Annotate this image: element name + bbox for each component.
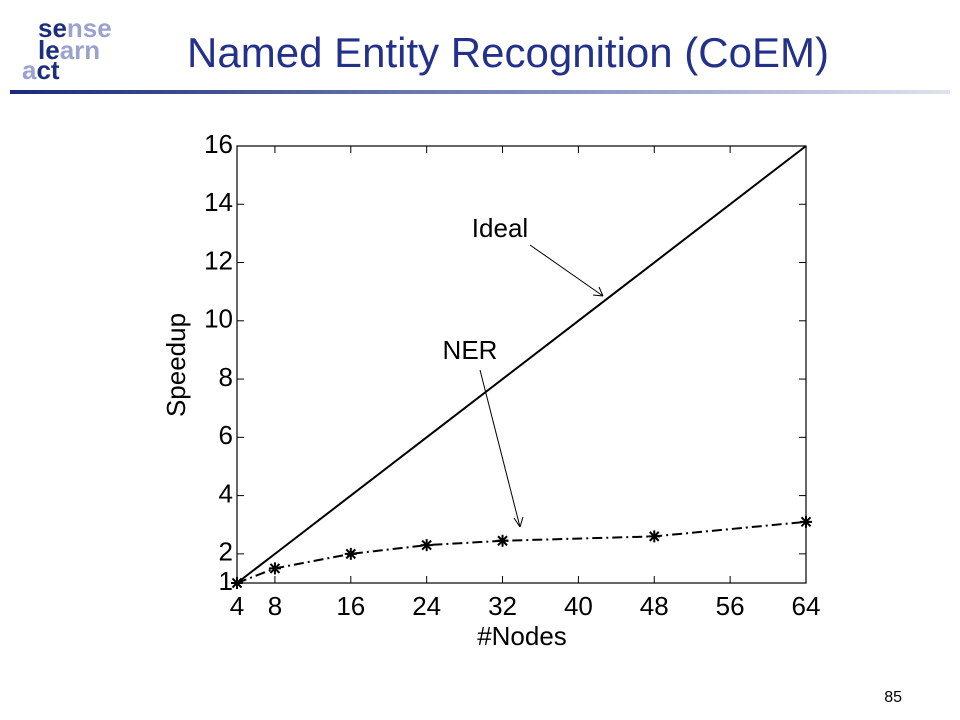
- marker: [648, 530, 661, 543]
- x-tick-label: 24: [412, 591, 441, 621]
- logo-line: act: [22, 55, 60, 85]
- logo-part: arn: [60, 35, 100, 65]
- logo-line: sense: [38, 13, 112, 43]
- y-tick-label: 10: [204, 304, 233, 334]
- marker: [268, 562, 281, 575]
- y-axis-label: Speedup: [161, 313, 191, 417]
- y-tick-label: 16: [204, 129, 233, 159]
- marker: [231, 577, 243, 589]
- x-tick-label: 8: [268, 591, 282, 621]
- annotation: NER: [443, 335, 498, 365]
- x-tick-label: 16: [336, 591, 365, 621]
- x-tick-label: 4: [230, 591, 244, 621]
- x-tick-label: 64: [792, 591, 821, 621]
- series-line: [236, 145, 807, 584]
- logo: sense learn act: [22, 13, 112, 85]
- logo-part: a: [22, 55, 37, 85]
- marker: [800, 515, 812, 528]
- y-tick-label: 4: [219, 478, 233, 508]
- page-number: 85: [884, 689, 902, 706]
- series-line: [236, 520, 807, 584]
- logo-line: learn: [38, 35, 100, 65]
- y-tick-label: 6: [219, 420, 233, 450]
- y-tick-label: 12: [204, 245, 233, 275]
- annotation: Ideal: [472, 213, 528, 243]
- logo-part: nse: [67, 13, 112, 43]
- x-tick-label: 48: [640, 591, 669, 621]
- logo-part: ct: [36, 55, 59, 85]
- plot-frame: [236, 145, 807, 584]
- title-rule: [10, 90, 950, 94]
- annotation-arrow: [529, 244, 604, 297]
- x-axis-label: #Nodes: [477, 621, 567, 651]
- marker: [496, 534, 509, 547]
- y-tick-label: 1: [219, 566, 233, 596]
- logo-part: se: [38, 13, 67, 43]
- y-tick-label: 8: [219, 362, 233, 392]
- y-tick-label: 2: [219, 537, 233, 567]
- marker: [344, 547, 357, 560]
- x-tick-label: 56: [716, 591, 745, 621]
- marker: [420, 539, 433, 552]
- slide-title: Named Entity Recognition (CoEM): [187, 29, 829, 76]
- x-tick-label: 40: [564, 591, 593, 621]
- x-tick-label: 32: [488, 591, 517, 621]
- logo-part: le: [38, 35, 60, 65]
- annotation-arrow: [479, 369, 524, 528]
- y-tick-label: 14: [204, 187, 233, 217]
